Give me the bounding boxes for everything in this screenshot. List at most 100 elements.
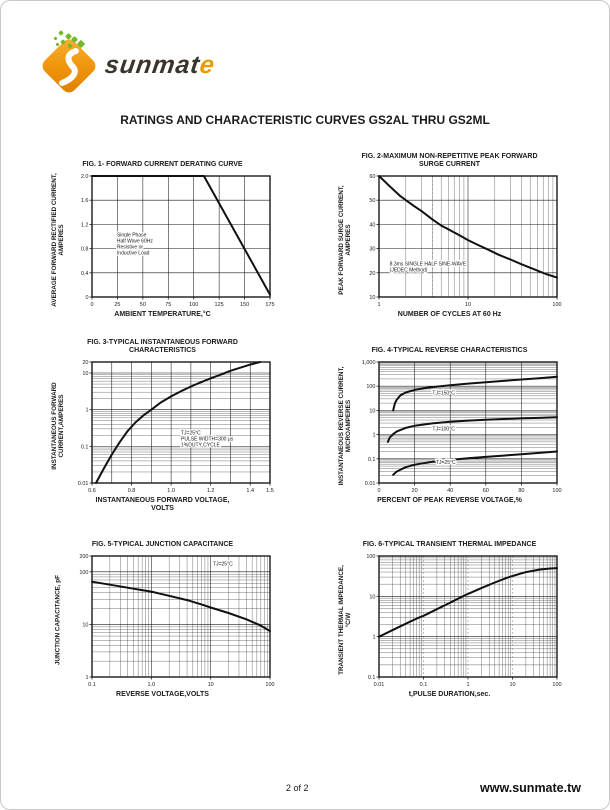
svg-text:1.0: 1.0 <box>148 682 156 688</box>
svg-text:1: 1 <box>372 433 375 439</box>
svg-text:100: 100 <box>79 570 88 576</box>
svg-text:0.8: 0.8 <box>128 488 136 494</box>
svg-text:10: 10 <box>208 682 214 688</box>
svg-text:1: 1 <box>372 635 375 641</box>
svg-text:1.2: 1.2 <box>207 488 215 494</box>
figure-4: FIG. 4-TYPICAL REVERSE CHARACTERISTICS I… <box>312 333 587 513</box>
svg-text:0: 0 <box>90 302 93 308</box>
svg-text:1,000: 1,000 <box>362 360 376 366</box>
svg-text:10: 10 <box>465 302 471 308</box>
svg-text:10: 10 <box>369 408 375 414</box>
fig3-title: FIG. 3-TYPICAL INSTANTANEOUS FORWARD CHA… <box>87 339 238 354</box>
logo-diamond-icon <box>39 29 109 101</box>
logo-sparkle-icon <box>58 30 64 36</box>
svg-text:1.5: 1.5 <box>266 488 274 494</box>
svg-text:1: 1 <box>85 408 88 414</box>
svg-text:2.0: 2.0 <box>81 174 89 180</box>
svg-text:0.1: 0.1 <box>420 682 428 688</box>
figure-6: FIG. 6-TYPICAL TRANSIENT THERMAL IMPEDAN… <box>312 527 587 699</box>
fig1-title: FIG. 1- FORWARD CURRENT DERATING CURVE <box>82 161 243 168</box>
logo-wordmark-accent: e <box>198 51 217 79</box>
svg-text:TJ=25°C: TJ=25°C <box>436 460 456 466</box>
svg-text:1.4: 1.4 <box>246 488 254 494</box>
svg-text:100: 100 <box>189 302 198 308</box>
sunmate-logo: sunmate <box>39 29 259 101</box>
fig3-y-axis-title: INSTANTANEOUS FORWARD CURRENT,AMPERES <box>50 382 65 470</box>
svg-text:1.6: 1.6 <box>81 198 89 204</box>
fig4-title: FIG. 4-TYPICAL REVERSE CHARACTERISTICS <box>371 347 528 354</box>
svg-text:8.3ms SINGLE HALF SINE-WAVE(JE: 8.3ms SINGLE HALF SINE-WAVE (JEDEC Method… <box>390 262 467 274</box>
fig5-x-axis-title: REVERSE VOLTAGE,VOLTS <box>116 691 209 698</box>
svg-text:100: 100 <box>265 682 274 688</box>
svg-text:0.01: 0.01 <box>78 481 89 487</box>
svg-text:1: 1 <box>377 302 380 308</box>
website-link[interactable]: www.sunmate.tw <box>480 781 581 795</box>
fig6-title: FIG. 6-TYPICAL TRANSIENT THERMAL IMPEDAN… <box>362 541 537 548</box>
fig1-chart: 0 0.4 0.8 1.2 1.6 2.0 0 25 50 75 100 125 150 175 Singl… <box>81 174 275 308</box>
fig2-y-axis-title: PEAK FORWARD SURGE CURRENT, AMPERES <box>337 185 352 295</box>
svg-text:10: 10 <box>369 594 375 600</box>
svg-text:25: 25 <box>114 302 120 308</box>
svg-text:0.1: 0.1 <box>368 675 376 681</box>
svg-text:0.01: 0.01 <box>365 481 376 487</box>
svg-text:0.4: 0.4 <box>81 271 89 277</box>
fig3-x-axis-title: INSTANTANEOUS FORWARD VOLTAGE, VOLTS <box>95 497 230 512</box>
svg-text:125: 125 <box>215 302 224 308</box>
page-number: 2 of 2 <box>286 783 309 793</box>
svg-text:100: 100 <box>552 682 561 688</box>
svg-text:TJ=25°C: TJ=25°C <box>213 562 233 568</box>
svg-text:0.1: 0.1 <box>81 444 89 450</box>
svg-text:30: 30 <box>369 247 375 253</box>
svg-text:0.1: 0.1 <box>88 682 96 688</box>
page-title: RATINGS AND CHARACTERISTIC CURVES GS2AL … <box>120 113 490 127</box>
fig1-x-axis-title: AMBIENT TEMPERATURE,°C <box>114 311 211 318</box>
svg-text:20: 20 <box>369 271 375 277</box>
svg-text:10: 10 <box>509 682 515 688</box>
fig4-y-axis-title: INSTANTANEOUS REVERSE CURRENT, MICROAMPE… <box>337 366 352 486</box>
svg-text:1: 1 <box>85 675 88 681</box>
svg-text:100: 100 <box>366 384 375 390</box>
svg-text:1.2: 1.2 <box>81 222 89 228</box>
figure-3: FIG. 3-TYPICAL INSTANTANEOUS FORWARD CHA… <box>25 333 300 513</box>
svg-text:1.0: 1.0 <box>167 488 175 494</box>
logo-wordmark: sunmate <box>103 51 217 80</box>
logo-s-swoosh-icon <box>59 48 79 86</box>
svg-text:10: 10 <box>82 622 88 628</box>
logo-sparkle-icon <box>53 36 58 41</box>
svg-text:20: 20 <box>82 360 88 366</box>
fig3-chart: 0.01 0.1 1 10 20 0.6 0.8 1.0 1.2 1.4 1.5 TJ=25°C PUL… <box>78 360 274 494</box>
svg-text:1: 1 <box>466 682 469 688</box>
page-footer: 2 of 2 www.sunmate.tw <box>1 777 609 795</box>
svg-text:0: 0 <box>377 488 380 494</box>
svg-text:75: 75 <box>165 302 171 308</box>
svg-text:0.1: 0.1 <box>368 457 376 463</box>
svg-text:150: 150 <box>240 302 249 308</box>
svg-text:10: 10 <box>82 371 88 377</box>
fig2-x-axis-title: NUMBER OF CYCLES AT 60 Hz <box>397 311 502 318</box>
fig5-title: FIG. 5-TYPICAL JUNCTION CAPACITANCE <box>91 541 234 548</box>
fig4-x-axis-title: PERCENT OF PEAK REVERSE VOLTAGE,% <box>377 497 522 504</box>
figures-grid: FIG. 1- FORWARD CURRENT DERATING CURVE A… <box>25 147 587 699</box>
svg-text:100: 100 <box>552 488 561 494</box>
svg-text:0.01: 0.01 <box>374 682 385 688</box>
fig5-chart: 1 10 100 200 0.1 1.0 10 100 TJ=25°C <box>79 554 274 688</box>
svg-text:175: 175 <box>265 302 274 308</box>
fig2-title: FIG. 2-MAXIMUM NON-REPETITIVE PEAK FORWA… <box>361 153 538 168</box>
svg-text:80: 80 <box>518 488 524 494</box>
svg-text:100: 100 <box>552 302 561 308</box>
svg-text:10: 10 <box>369 295 375 301</box>
svg-text:50: 50 <box>369 198 375 204</box>
svg-text:0.8: 0.8 <box>81 247 89 253</box>
fig4-chart: 0.01 0.1 1 10 100 1,000 0 20 40 60 80 100 TJ=150°C TJ… <box>362 360 562 494</box>
svg-text:100: 100 <box>366 554 375 560</box>
svg-text:40: 40 <box>447 488 453 494</box>
figure-1: FIG. 1- FORWARD CURRENT DERATING CURVE A… <box>25 147 300 319</box>
fig1-y-axis-title: AVERAGE FORWARD RECTIFIED CURRENT, AMPER… <box>50 173 65 307</box>
svg-text:0.6: 0.6 <box>88 488 96 494</box>
svg-text:60: 60 <box>369 174 375 180</box>
figure-5: FIG. 5-TYPICAL JUNCTION CAPACITANCE JUNC… <box>25 527 300 699</box>
